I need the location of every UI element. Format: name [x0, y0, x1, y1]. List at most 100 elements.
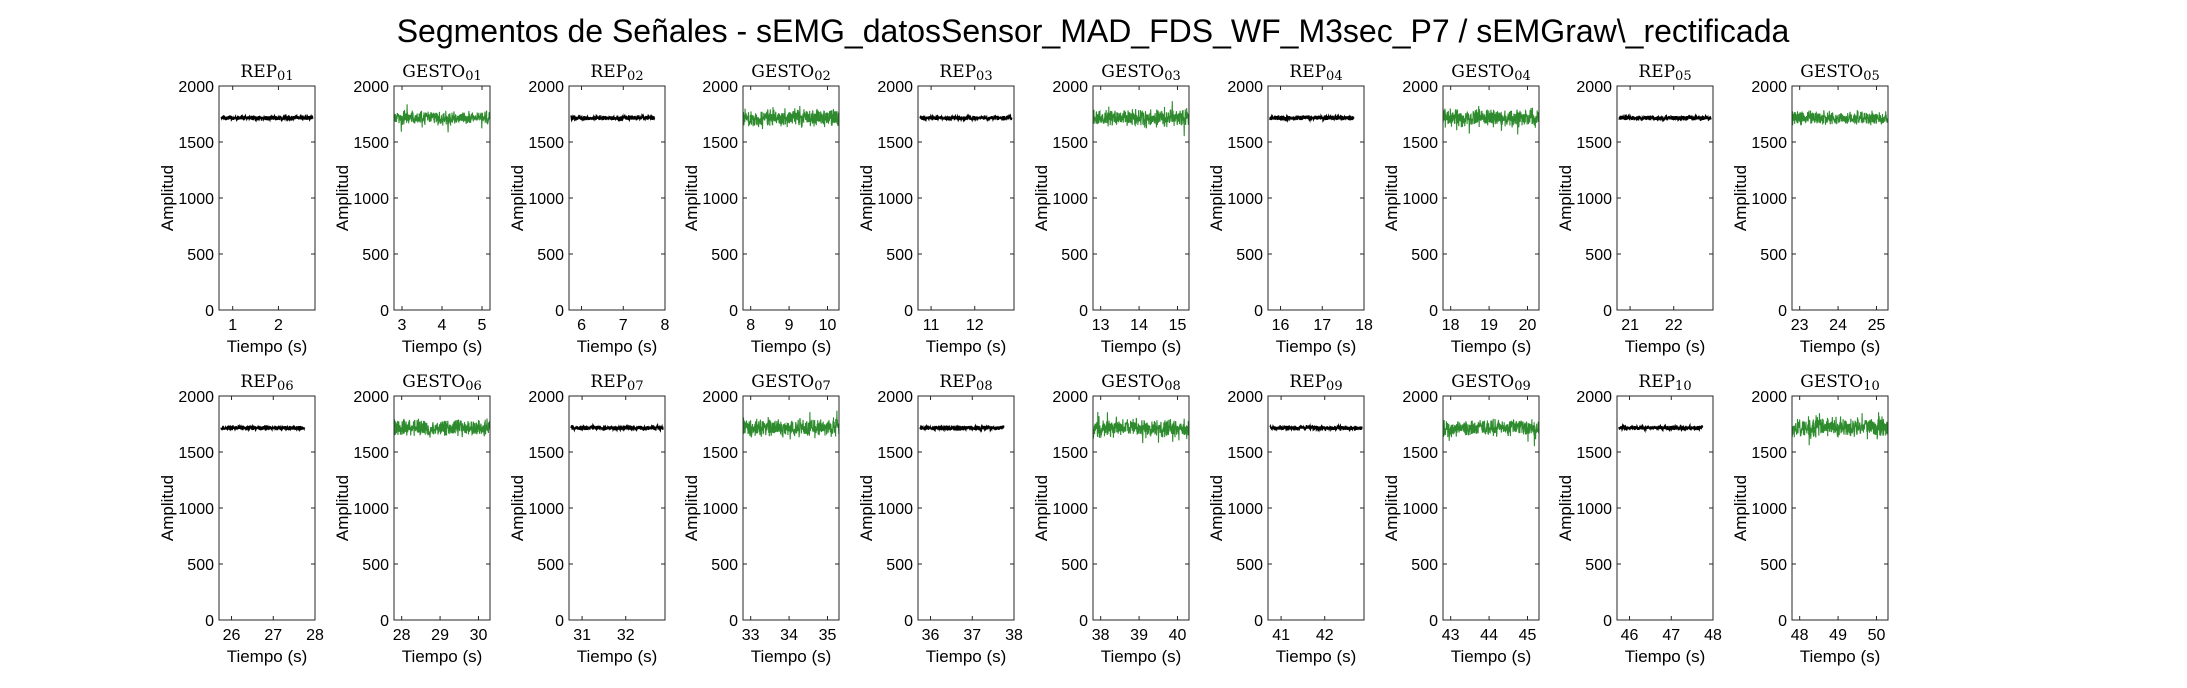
x-axis-label: Tiempo (s): [577, 337, 658, 356]
y-tick-label: 1500: [528, 135, 564, 152]
subplot-title: REP02: [590, 62, 643, 84]
x-axis-label: Tiempo (s): [1276, 647, 1357, 666]
y-tick-label: 1500: [1052, 135, 1088, 152]
x-tick-label: 48: [1791, 627, 1809, 644]
y-tick-label: 1000: [1576, 501, 1612, 518]
x-axis-label: Tiempo (s): [751, 647, 832, 666]
x-tick-label: 12: [966, 317, 984, 334]
y-tick-label: 2000: [877, 389, 913, 406]
y-tick-label: 1500: [1227, 135, 1263, 152]
y-tick-label: 500: [362, 247, 389, 264]
y-tick-label: 1500: [1402, 135, 1438, 152]
x-axis-label: Tiempo (s): [402, 337, 483, 356]
y-tick-label: 1500: [1402, 445, 1438, 462]
x-tick-label: 27: [264, 627, 282, 644]
y-tick-label: 1000: [1402, 501, 1438, 518]
y-tick-label: 1500: [877, 445, 913, 462]
x-tick-label: 10: [819, 317, 837, 334]
x-tick-label: 38: [1005, 627, 1023, 644]
x-tick-label: 25: [1868, 317, 1886, 334]
y-tick-label: 1000: [528, 191, 564, 208]
rep-signal-line: [220, 423, 306, 433]
y-tick-label: 1000: [353, 191, 389, 208]
x-tick-label: 43: [1442, 627, 1460, 644]
y-tick-label: 0: [729, 613, 738, 630]
x-tick-label: 47: [1662, 627, 1680, 644]
rep-signal-line: [1269, 422, 1363, 433]
y-tick-label: 1500: [702, 445, 738, 462]
y-tick-label: 0: [205, 303, 214, 320]
x-tick-label: 46: [1621, 627, 1639, 644]
gesto-signal-line: [1442, 418, 1540, 447]
subplot-16: GESTO08 0 500 1000 1500 2000 38 39 40 Tiempo (s) A…: [1032, 372, 1190, 666]
y-tick-label: 2000: [528, 79, 564, 96]
rep-signal-line: [1618, 113, 1712, 123]
x-tick-label: 44: [1480, 627, 1498, 644]
y-tick-label: 1000: [353, 501, 389, 518]
subplot-title: REP03: [939, 62, 992, 84]
x-tick-label: 16: [1272, 317, 1290, 334]
y-tick-label: 1000: [877, 191, 913, 208]
y-axis-label: Amplitud: [1556, 165, 1575, 231]
y-tick-label: 2000: [1576, 389, 1612, 406]
x-tick-label: 3: [398, 317, 407, 334]
subplot-title: GESTO01: [402, 62, 481, 84]
y-axis-label: Amplitud: [333, 165, 352, 231]
y-tick-label: 1500: [528, 445, 564, 462]
y-tick-label: 2000: [1052, 79, 1088, 96]
subplot-title: REP06: [240, 372, 293, 394]
y-tick-label: 1500: [353, 445, 389, 462]
y-tick-label: 2000: [1402, 79, 1438, 96]
x-tick-label: 30: [470, 627, 488, 644]
x-axis-label: Tiempo (s): [751, 337, 832, 356]
y-tick-label: 2000: [1751, 79, 1787, 96]
y-tick-label: 0: [1254, 613, 1263, 630]
gesto-signal-line: [1092, 101, 1190, 137]
x-tick-label: 50: [1868, 627, 1886, 644]
x-tick-label: 22: [1665, 317, 1683, 334]
x-tick-label: 11: [923, 317, 940, 334]
x-axis-label: Tiempo (s): [1101, 337, 1182, 356]
y-tick-label: 2000: [1052, 389, 1088, 406]
y-tick-label: 2000: [1751, 389, 1787, 406]
y-tick-label: 1000: [178, 501, 214, 518]
subplot-15: REP08 0 500 1000 1500 2000 36 37 38 Tiempo (s) Amp…: [857, 372, 1023, 666]
x-axis-label: Tiempo (s): [1800, 647, 1881, 666]
y-tick-label: 500: [1061, 557, 1088, 574]
y-tick-label: 1500: [1751, 135, 1787, 152]
y-tick-label: 0: [380, 303, 389, 320]
x-axis-label: Tiempo (s): [227, 647, 308, 666]
subplot-18: GESTO09 0 500 1000 1500 2000 43 44 45 Tiempo (s) A…: [1382, 372, 1540, 666]
y-tick-label: 1000: [528, 501, 564, 518]
y-tick-label: 500: [1411, 557, 1438, 574]
y-tick-label: 500: [886, 557, 913, 574]
x-tick-label: 1: [228, 317, 237, 334]
y-axis-label: Amplitud: [1382, 165, 1401, 231]
y-tick-label: 1500: [702, 135, 738, 152]
x-tick-label: 28: [393, 627, 411, 644]
x-tick-label: 7: [619, 317, 628, 334]
y-axis-label: Amplitud: [1731, 165, 1750, 231]
y-tick-label: 2000: [1402, 389, 1438, 406]
gesto-signal-line: [1092, 411, 1190, 444]
y-axis-label: Amplitud: [508, 165, 527, 231]
rep-signal-line: [1269, 113, 1355, 124]
y-tick-label: 2000: [1576, 79, 1612, 96]
rep-signal-line: [1618, 422, 1704, 434]
x-tick-label: 14: [1130, 317, 1148, 334]
y-tick-label: 500: [537, 247, 564, 264]
subplot-title: GESTO02: [751, 62, 830, 84]
x-tick-label: 8: [746, 317, 755, 334]
x-axis-label: Tiempo (s): [1451, 647, 1532, 666]
subplot-20: GESTO10 0 500 1000 1500 2000 48 49 50 Tiempo (s) A…: [1731, 372, 1889, 666]
x-tick-label: 2: [274, 317, 283, 334]
y-tick-label: 1500: [1576, 445, 1612, 462]
y-tick-label: 500: [537, 557, 564, 574]
x-tick-label: 31: [573, 627, 591, 644]
subplot-11: REP06 0 500 1000 1500 2000 26 27 28 Tiempo (s) Amp…: [158, 372, 324, 666]
subplot-title: REP09: [1289, 372, 1342, 394]
x-tick-label: 13: [1092, 317, 1110, 334]
x-tick-label: 36: [922, 627, 940, 644]
y-tick-label: 0: [205, 613, 214, 630]
rep-signal-line: [570, 113, 656, 123]
